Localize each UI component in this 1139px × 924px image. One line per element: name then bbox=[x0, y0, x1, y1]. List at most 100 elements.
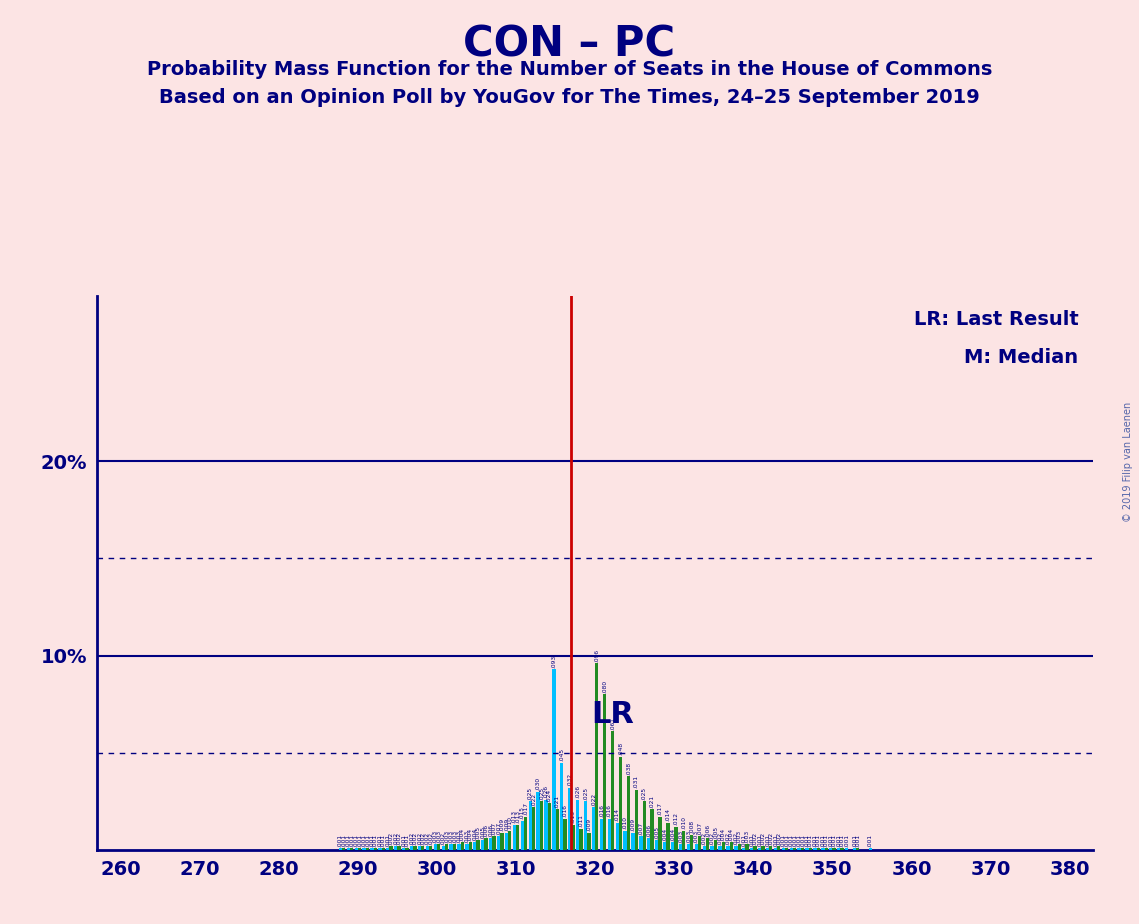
Text: .024: .024 bbox=[547, 789, 551, 802]
Text: .002: .002 bbox=[761, 832, 765, 845]
Text: .025: .025 bbox=[539, 786, 544, 800]
Bar bbox=[703, 846, 706, 850]
Text: .015: .015 bbox=[519, 807, 525, 820]
Bar bbox=[434, 845, 437, 850]
Text: .001: .001 bbox=[855, 833, 860, 846]
Text: .002: .002 bbox=[776, 832, 781, 845]
Bar bbox=[390, 846, 393, 850]
Text: .002: .002 bbox=[710, 832, 714, 845]
Bar bbox=[829, 848, 833, 850]
Bar bbox=[442, 846, 445, 850]
Bar bbox=[354, 848, 358, 850]
Bar bbox=[338, 848, 342, 850]
Bar bbox=[532, 808, 535, 850]
Text: .001: .001 bbox=[836, 833, 842, 846]
Text: .003: .003 bbox=[678, 830, 683, 843]
Text: .002: .002 bbox=[428, 832, 433, 845]
Bar bbox=[765, 848, 769, 850]
Text: .038: .038 bbox=[626, 761, 631, 774]
Bar bbox=[607, 819, 611, 850]
Text: .003: .003 bbox=[745, 830, 749, 843]
Bar bbox=[540, 801, 543, 850]
Text: .004: .004 bbox=[662, 828, 667, 841]
Text: .021: .021 bbox=[555, 795, 559, 808]
Bar bbox=[497, 836, 500, 850]
Text: .001: .001 bbox=[868, 833, 872, 846]
Bar bbox=[342, 848, 345, 850]
Text: .002: .002 bbox=[718, 832, 722, 845]
Text: .002: .002 bbox=[412, 832, 417, 845]
Bar bbox=[513, 825, 516, 850]
Text: .014: .014 bbox=[615, 808, 620, 821]
Text: .001: .001 bbox=[788, 833, 794, 846]
Text: .003: .003 bbox=[465, 830, 469, 843]
Bar bbox=[394, 846, 398, 850]
Text: .010: .010 bbox=[507, 816, 513, 829]
Bar bbox=[445, 845, 448, 850]
Bar bbox=[749, 848, 753, 850]
Bar bbox=[600, 819, 603, 850]
Text: © 2019 Filip van Laenen: © 2019 Filip van Laenen bbox=[1123, 402, 1133, 522]
Bar bbox=[789, 848, 793, 850]
Text: .002: .002 bbox=[420, 832, 425, 845]
Bar bbox=[484, 838, 487, 850]
Bar bbox=[634, 790, 638, 850]
Text: .001: .001 bbox=[839, 833, 844, 846]
Bar bbox=[841, 848, 844, 850]
Text: .025: .025 bbox=[583, 786, 588, 800]
Bar bbox=[719, 846, 722, 850]
Text: .002: .002 bbox=[441, 832, 445, 845]
Text: .001: .001 bbox=[404, 833, 409, 846]
Bar bbox=[492, 836, 495, 850]
Bar bbox=[738, 845, 740, 850]
Text: .001: .001 bbox=[796, 833, 802, 846]
Bar bbox=[797, 848, 801, 850]
Text: .009: .009 bbox=[631, 818, 636, 831]
Text: .007: .007 bbox=[697, 821, 702, 835]
Text: .003: .003 bbox=[444, 830, 449, 843]
Bar bbox=[658, 817, 662, 850]
Bar bbox=[374, 848, 377, 850]
Bar bbox=[639, 836, 642, 850]
Bar bbox=[817, 848, 820, 850]
Text: .001: .001 bbox=[349, 833, 354, 846]
Bar bbox=[833, 848, 836, 850]
Bar bbox=[468, 843, 472, 850]
Text: .001: .001 bbox=[773, 833, 778, 846]
Text: CON – PC: CON – PC bbox=[464, 23, 675, 65]
Bar bbox=[584, 801, 588, 850]
Bar bbox=[706, 838, 710, 850]
Bar bbox=[358, 848, 361, 850]
Text: .021: .021 bbox=[649, 795, 655, 808]
Text: .022: .022 bbox=[591, 793, 596, 806]
Bar bbox=[773, 848, 777, 850]
Bar bbox=[730, 843, 732, 850]
Text: .009: .009 bbox=[499, 818, 505, 831]
Bar bbox=[690, 834, 694, 850]
Text: .005: .005 bbox=[713, 826, 718, 839]
Text: .001: .001 bbox=[385, 833, 391, 846]
Text: .004: .004 bbox=[460, 828, 465, 841]
Text: .004: .004 bbox=[729, 828, 734, 841]
Text: .001: .001 bbox=[372, 833, 378, 846]
Text: LR: LR bbox=[591, 700, 634, 729]
Text: .001: .001 bbox=[364, 833, 370, 846]
Bar bbox=[793, 848, 796, 850]
Bar bbox=[674, 827, 678, 850]
Bar bbox=[626, 776, 630, 850]
Bar bbox=[405, 848, 409, 850]
Bar bbox=[845, 848, 849, 850]
Text: .093: .093 bbox=[551, 654, 557, 668]
Bar bbox=[857, 848, 860, 850]
Text: .001: .001 bbox=[823, 833, 829, 846]
Bar bbox=[437, 845, 441, 850]
Bar bbox=[647, 838, 650, 850]
Bar bbox=[722, 843, 726, 850]
Bar bbox=[458, 845, 460, 850]
Bar bbox=[869, 848, 872, 850]
Text: .001: .001 bbox=[831, 833, 836, 846]
Text: .002: .002 bbox=[393, 832, 399, 845]
Bar bbox=[580, 829, 583, 850]
Text: .016: .016 bbox=[599, 805, 604, 818]
Bar bbox=[666, 823, 670, 850]
